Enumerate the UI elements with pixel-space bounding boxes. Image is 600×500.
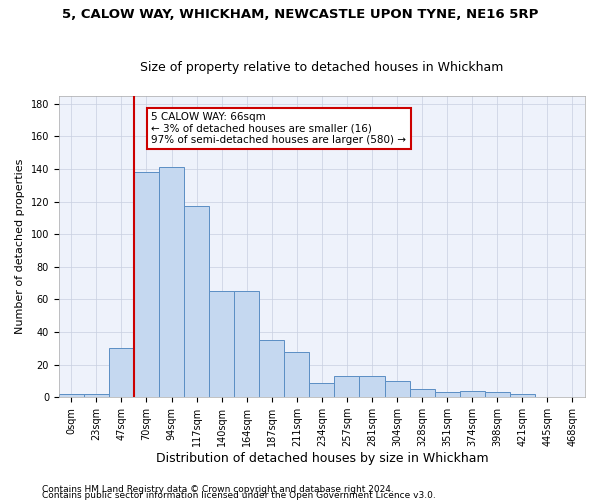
Bar — [184, 206, 209, 397]
Bar — [59, 394, 84, 397]
Bar — [434, 392, 460, 397]
Bar — [310, 382, 334, 397]
Bar — [109, 348, 134, 397]
Bar — [460, 390, 485, 397]
Bar — [84, 394, 109, 397]
Bar — [259, 340, 284, 397]
Bar — [234, 291, 259, 397]
Bar — [485, 392, 510, 397]
Bar — [159, 168, 184, 397]
Text: Contains HM Land Registry data © Crown copyright and database right 2024.: Contains HM Land Registry data © Crown c… — [42, 485, 394, 494]
Bar — [410, 389, 434, 397]
Bar — [510, 394, 535, 397]
Text: Contains public sector information licensed under the Open Government Licence v3: Contains public sector information licen… — [42, 490, 436, 500]
Bar — [134, 172, 159, 397]
Bar — [284, 352, 310, 397]
Text: 5, CALOW WAY, WHICKHAM, NEWCASTLE UPON TYNE, NE16 5RP: 5, CALOW WAY, WHICKHAM, NEWCASTLE UPON T… — [62, 8, 538, 20]
Bar — [359, 376, 385, 397]
Title: Size of property relative to detached houses in Whickham: Size of property relative to detached ho… — [140, 60, 503, 74]
Text: 5 CALOW WAY: 66sqm
← 3% of detached houses are smaller (16)
97% of semi-detached: 5 CALOW WAY: 66sqm ← 3% of detached hous… — [151, 112, 406, 145]
Bar — [385, 381, 410, 397]
X-axis label: Distribution of detached houses by size in Whickham: Distribution of detached houses by size … — [155, 452, 488, 465]
Bar — [334, 376, 359, 397]
Y-axis label: Number of detached properties: Number of detached properties — [15, 158, 25, 334]
Bar — [209, 291, 234, 397]
